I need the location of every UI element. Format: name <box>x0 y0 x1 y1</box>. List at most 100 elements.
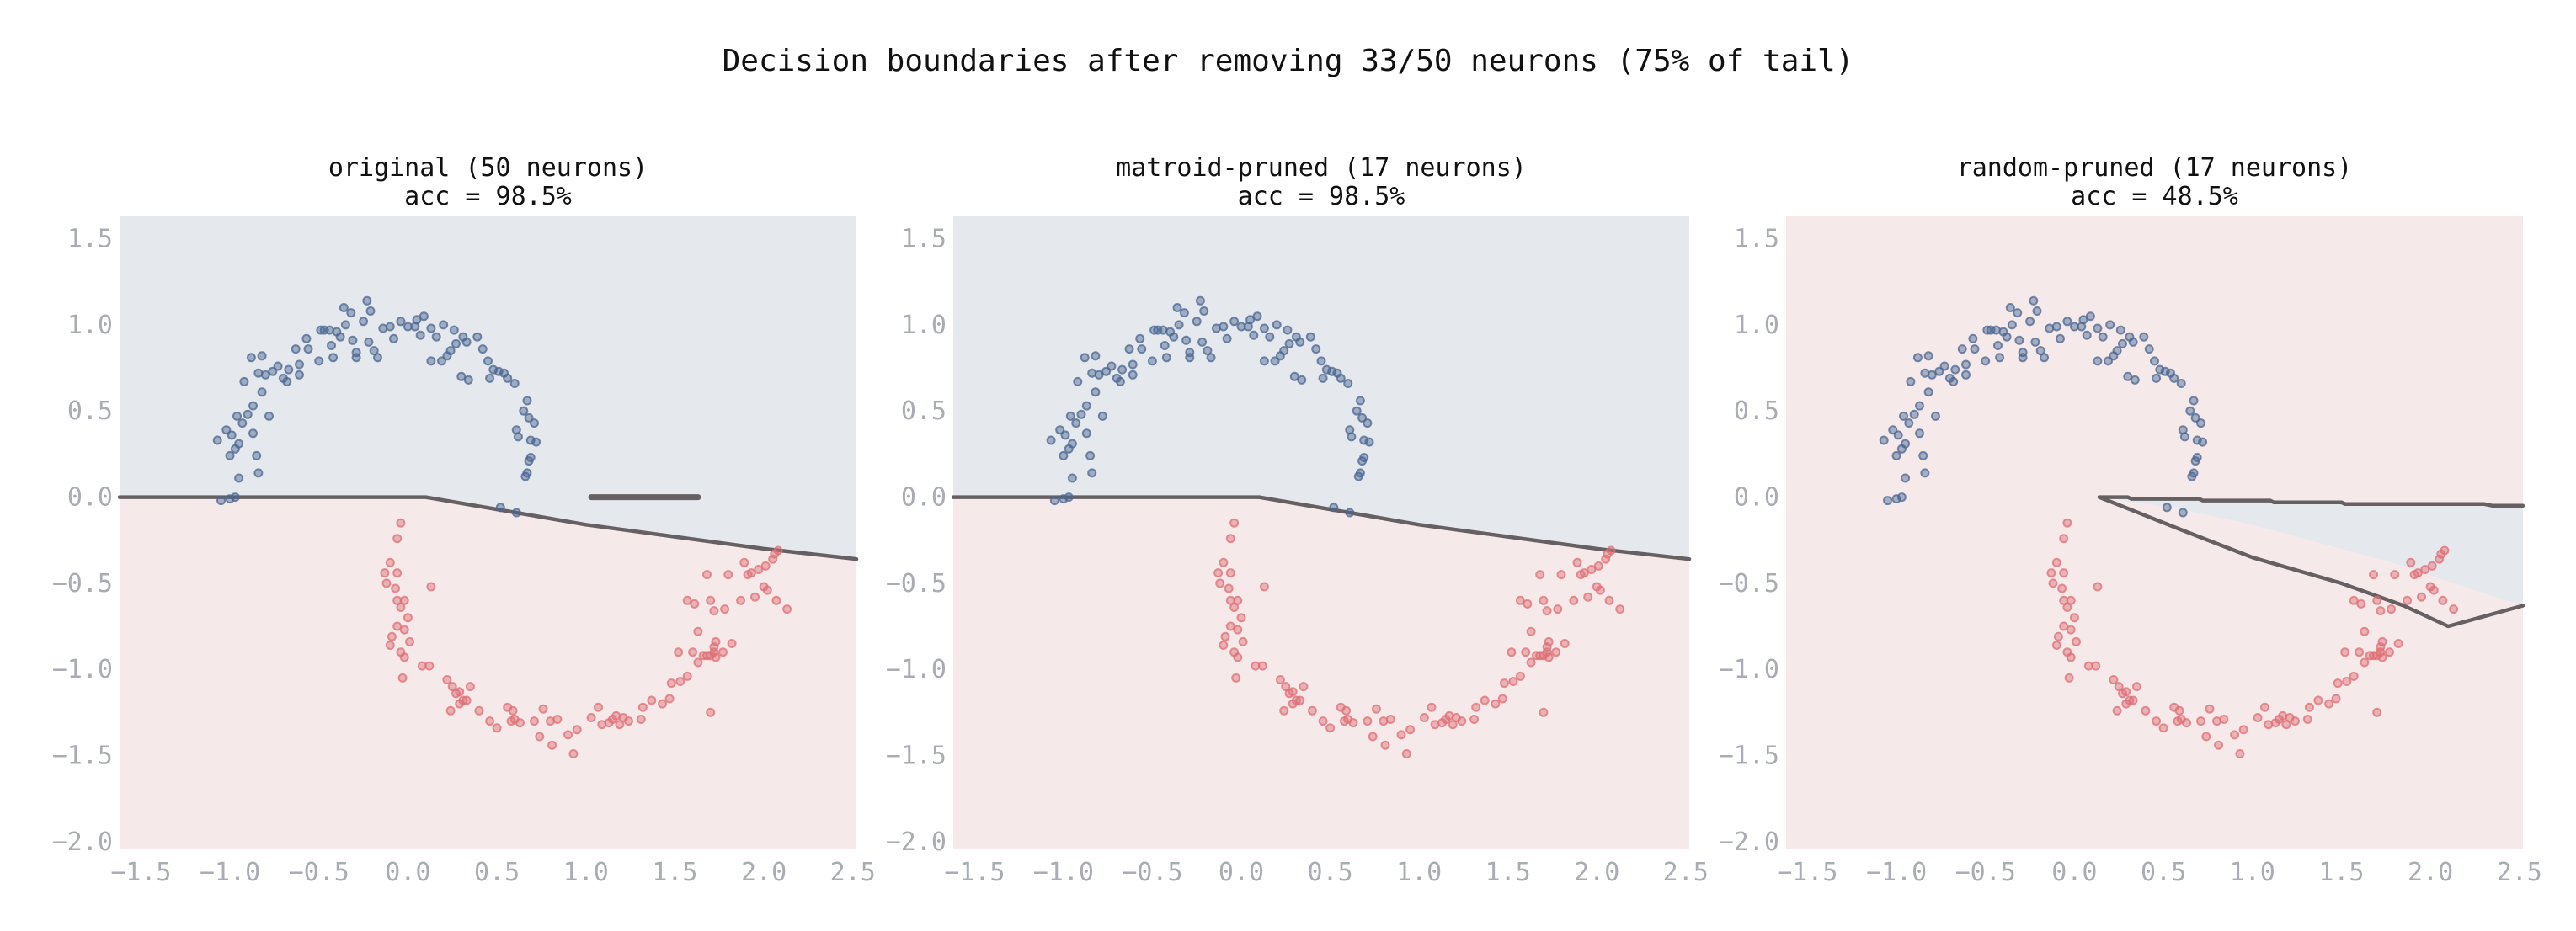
point-class1 <box>530 716 539 726</box>
point-class0 <box>246 353 256 363</box>
point-class1 <box>1603 549 1613 559</box>
point-class0 <box>2018 348 2028 358</box>
point-class0 <box>530 418 539 428</box>
point-class0 <box>1135 333 1145 343</box>
point-class0 <box>1270 356 1280 366</box>
panel-original: −1.5 −1.0 −0.5 0.0 0.5 1.0 1.5 2.0 2.5 1.5 1.0 0.5 0… <box>52 153 876 887</box>
point-class1 <box>508 705 518 716</box>
point-class0 <box>2085 311 2095 322</box>
point-class0 <box>1073 376 1083 386</box>
point-class0 <box>346 308 356 318</box>
point-class1 <box>739 557 749 567</box>
point-class0 <box>1252 311 1262 322</box>
point-class0 <box>1883 496 1892 506</box>
point-class0 <box>524 456 534 466</box>
point-class1 <box>1497 694 1507 704</box>
point-class0 <box>389 333 398 343</box>
point-class0 <box>2162 503 2172 513</box>
point-class1 <box>624 716 633 726</box>
point-class0 <box>1345 508 1355 518</box>
axis-ticks-random-pruned: −1.5 −1.0 −0.5 0.0 0.5 1.0 1.5 2.0 2.5 1.5 1.0 0.5 0… <box>1719 225 2542 887</box>
point-class1 <box>594 702 603 712</box>
point-class0 <box>2082 330 2092 340</box>
region-class1-original <box>120 497 856 849</box>
point-class0 <box>282 376 292 386</box>
point-class1 <box>399 652 409 662</box>
point-class0 <box>1115 376 1125 386</box>
point-class0 <box>1080 353 1090 363</box>
point-class1 <box>674 647 684 657</box>
panel-title-original: original (50 neurons) <box>328 153 648 183</box>
x-tick-label: −0.5 <box>289 858 349 887</box>
point-class1 <box>380 568 390 578</box>
point-class1 <box>392 534 403 544</box>
y-tick-label: 0.5 <box>901 396 947 426</box>
point-class1 <box>2304 702 2314 712</box>
point-class1 <box>1307 705 1317 716</box>
point-class1 <box>1491 699 1501 709</box>
point-class1 <box>1368 732 1378 742</box>
point-class1 <box>1523 598 1533 609</box>
point-class0 <box>426 323 436 333</box>
x-tick-label: 2.5 <box>1663 858 1709 887</box>
point-class0 <box>1912 353 1923 363</box>
point-class1 <box>720 604 730 614</box>
point-class0 <box>477 344 488 354</box>
point-class1 <box>1225 621 1235 631</box>
point-class0 <box>1064 492 1074 503</box>
point-class1 <box>1220 631 1230 641</box>
point-class1 <box>1521 647 1531 657</box>
point-class1 <box>547 740 557 750</box>
point-class0 <box>1993 341 2003 350</box>
point-class0 <box>524 412 534 423</box>
point-class1 <box>1238 636 1248 646</box>
point-class1 <box>746 568 756 578</box>
y-tick-label: 0.5 <box>1734 396 1779 426</box>
point-class0 <box>1065 411 1075 421</box>
point-class0 <box>1060 430 1070 440</box>
point-class1 <box>2121 699 2131 709</box>
point-class1 <box>1507 647 1517 657</box>
x-tick-label: −1.0 <box>200 858 260 887</box>
point-class0 <box>225 450 235 460</box>
point-class0 <box>2190 456 2200 466</box>
point-class1 <box>1560 639 1570 648</box>
point-class1 <box>1275 675 1285 684</box>
x-tick-label: 1.0 <box>1396 858 1442 887</box>
y-tick-label: 0.0 <box>67 483 113 513</box>
point-class1 <box>2324 699 2334 709</box>
point-class1 <box>1569 595 1579 605</box>
point-class1 <box>636 715 646 724</box>
point-class0 <box>328 353 339 363</box>
point-class0 <box>239 376 249 386</box>
point-class1 <box>770 549 780 559</box>
point-class1 <box>546 716 555 726</box>
point-class1 <box>2128 695 2138 705</box>
point-class1 <box>586 713 596 722</box>
point-class0 <box>2196 418 2205 428</box>
point-class0 <box>2139 332 2149 342</box>
point-class0 <box>248 401 258 411</box>
point-class1 <box>1579 568 1589 578</box>
point-class1 <box>568 749 579 758</box>
point-class1 <box>447 682 457 692</box>
point-class1 <box>693 626 703 636</box>
point-class1 <box>1471 702 1481 712</box>
point-class1 <box>2313 695 2323 705</box>
point-class0 <box>2189 396 2199 406</box>
point-class1 <box>1480 695 1490 705</box>
point-class0 <box>1357 412 1368 423</box>
point-class1 <box>2057 583 2067 593</box>
point-class1 <box>2427 561 2437 571</box>
point-class1 <box>392 568 403 578</box>
point-class1 <box>2118 689 2127 699</box>
x-tick-label: −1.0 <box>1866 858 1927 887</box>
point-class0 <box>369 346 379 356</box>
decision-boundary-matroid-pruned <box>951 495 1692 561</box>
y-tick-label: −2.0 <box>1719 827 1779 857</box>
point-class0 <box>1091 387 1101 397</box>
y-tick-label: 0.0 <box>901 483 947 513</box>
point-class0 <box>1272 320 1282 330</box>
point-class0 <box>303 344 313 354</box>
point-class0 <box>257 351 267 361</box>
